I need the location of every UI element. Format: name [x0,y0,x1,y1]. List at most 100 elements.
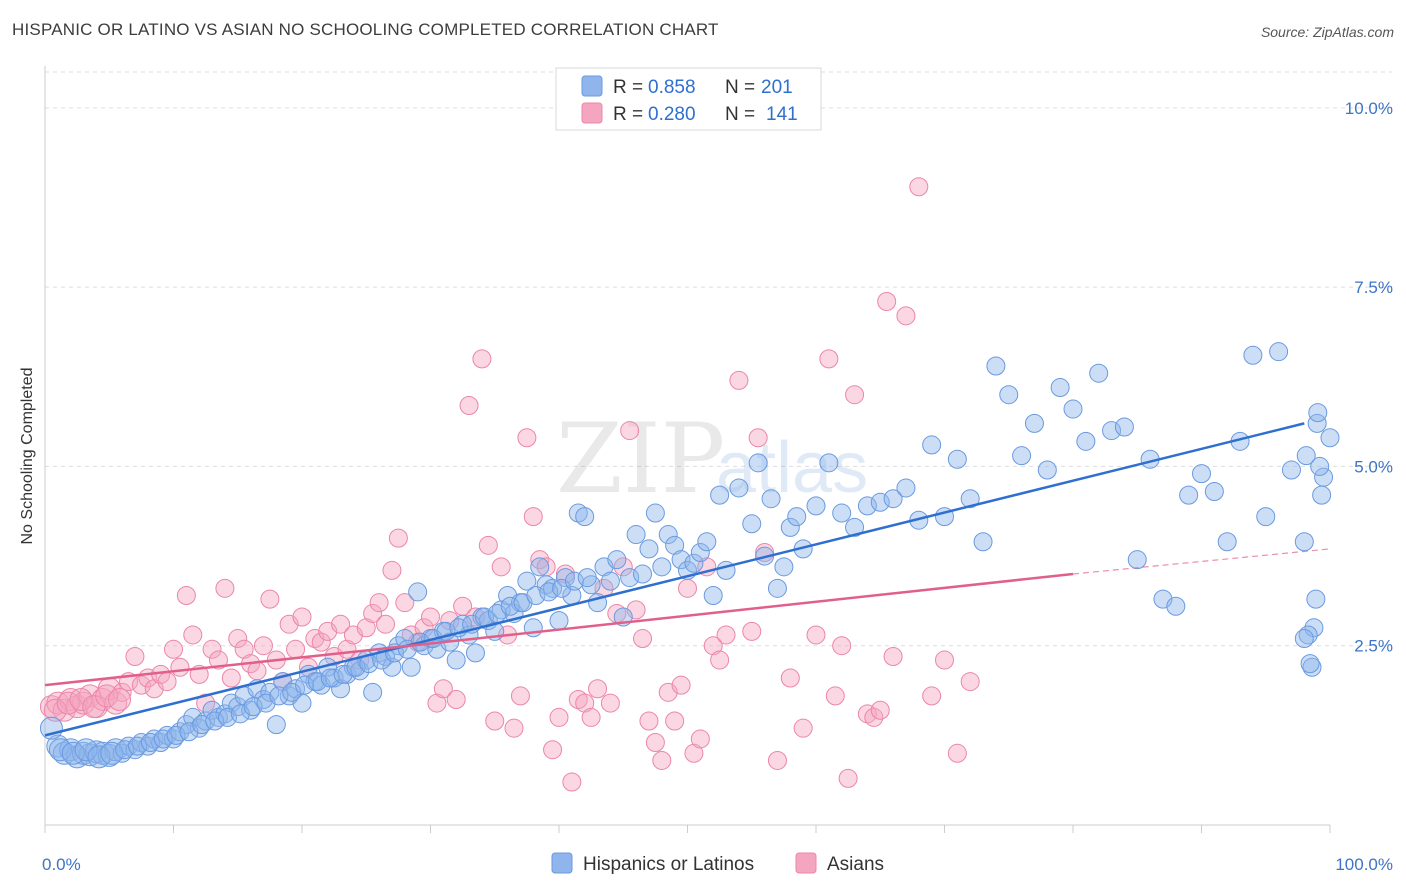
hispanic-point [166,725,186,745]
stats-r-label-asian: R = [613,104,643,125]
asian-point [767,750,787,770]
hispanic-point [72,741,96,765]
hispanic-point [1269,342,1289,362]
stats-n-label-hispanic: N = [725,77,755,98]
hispanic-point [1300,654,1320,674]
hispanic-point [832,503,852,523]
hispanic-point [1256,507,1276,527]
asian-point [125,646,145,666]
asian-point [395,593,415,613]
asian-point [504,718,524,738]
hispanic-point [577,568,597,588]
hispanic-point [39,716,63,740]
hispanic-point [780,517,800,537]
hispanic-point [947,449,967,469]
asian-point [922,686,942,706]
asian-point [356,618,376,638]
watermark: ZIP atlas [556,403,868,515]
hispanic-point [896,478,916,498]
hispanic-point [922,435,942,455]
hispanic-point [1114,417,1134,437]
asian-point [780,668,800,688]
asian-point [517,428,537,448]
asian-point [633,629,653,649]
asian-point [43,698,67,722]
asian-point [247,661,267,681]
hispanic-point [408,582,428,602]
x-tick-label: 0.0% [42,855,81,874]
hispanic-point [645,503,665,523]
asian-point [234,639,254,659]
hispanic-point [1037,460,1057,480]
hispanic-point [48,738,72,762]
hispanic-point [61,741,85,765]
hispanic-point [845,517,865,537]
asian-point [421,607,440,627]
asian-point [549,707,569,727]
hispanic-point [986,356,1006,376]
hispanic-points [39,342,1340,769]
hispanic-point [269,686,289,706]
hispanic-point [320,668,340,688]
trend-lines [44,422,1331,737]
y-tick-label: 10.0% [1345,99,1393,118]
hispanic-point [1312,485,1332,505]
asian-point [703,636,723,656]
asian-point [491,557,511,577]
y-tick-label: 5.0% [1354,457,1393,476]
hispanic-point [568,503,588,523]
hispanic-point [1024,413,1044,433]
asian-point [543,740,563,760]
legend-label-asian[interactable]: Asians [827,854,884,875]
asian-point [292,607,312,627]
hispanic-point [87,745,111,769]
hispanic-point [1127,550,1147,570]
asian-point [665,711,685,731]
hispanic-point [192,715,212,735]
asian-point [909,177,929,197]
asian-point [639,711,659,731]
watermark-zip: ZIP [556,403,725,515]
asian-point [164,639,183,659]
stats-n-label-asian: N = [725,104,755,125]
hispanic-point [1050,378,1070,398]
asian-point [131,675,151,695]
asian-point [388,528,408,548]
hispanic-point [1308,403,1328,423]
hispanic-point [266,715,286,735]
asian-point [716,625,736,645]
legend-label-hispanic[interactable]: Hispanics or Latinos [583,854,754,875]
hispanic-point [1089,363,1109,383]
hispanic-point [652,557,672,577]
hispanic-point [787,507,807,527]
asian-point [864,707,884,727]
y-tick-label: 2.5% [1354,637,1393,656]
hispanic-point [363,682,383,702]
x-tick-label: 100.0% [1335,855,1393,874]
hispanic-point [1294,532,1314,552]
legend-swatch-asian[interactable] [795,852,817,874]
asian-point [427,693,447,713]
hispanic-point [100,741,124,765]
hispanic-point [500,596,520,616]
asian-point [793,718,813,738]
legend-swatch-hispanic[interactable] [551,852,573,874]
hispanic-point [205,711,225,731]
stats-r-value-asian: 0.280 [648,104,696,125]
hispanic-point [217,707,237,727]
hispanic-point [1298,625,1318,645]
hispanic-point [517,571,537,591]
hispanic-point [241,700,261,720]
asian-point [883,646,903,666]
hispanic-point [626,525,646,545]
hispanic-point [382,657,402,677]
hispanic-point [1302,657,1322,677]
hispanic-point [1166,596,1186,616]
asian-point [510,686,530,706]
hispanic-point [697,532,717,552]
asian-point [157,672,177,692]
asian-point [568,690,588,709]
asian-point [221,668,241,688]
asian-point [369,593,389,613]
hispanic-point [819,453,839,473]
